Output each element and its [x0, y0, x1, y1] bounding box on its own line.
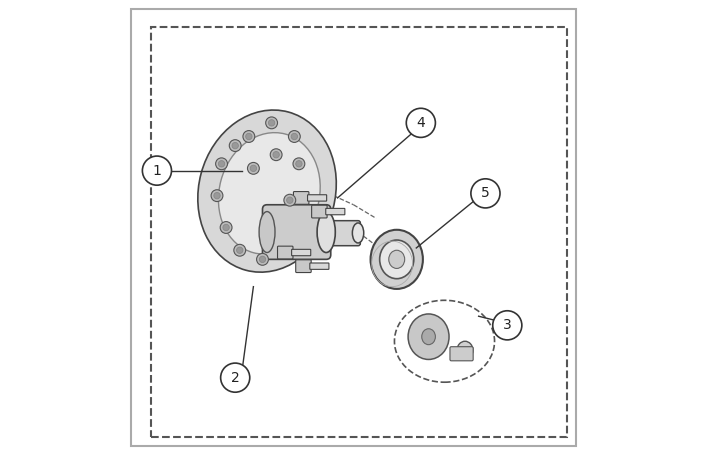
Ellipse shape: [422, 329, 436, 345]
Ellipse shape: [457, 341, 473, 359]
Circle shape: [142, 156, 172, 185]
Circle shape: [259, 256, 266, 263]
FancyBboxPatch shape: [296, 260, 311, 273]
Circle shape: [493, 311, 522, 340]
Circle shape: [270, 149, 282, 161]
Ellipse shape: [198, 110, 337, 272]
FancyBboxPatch shape: [308, 195, 327, 201]
Text: 2: 2: [230, 371, 240, 384]
Ellipse shape: [389, 250, 404, 268]
Circle shape: [218, 161, 225, 167]
Circle shape: [296, 161, 302, 167]
Ellipse shape: [259, 212, 275, 253]
Circle shape: [221, 363, 250, 392]
Text: 3: 3: [503, 318, 512, 332]
Circle shape: [471, 179, 500, 208]
FancyBboxPatch shape: [450, 347, 473, 361]
Circle shape: [232, 142, 238, 149]
Ellipse shape: [380, 240, 414, 278]
FancyBboxPatch shape: [326, 208, 345, 215]
Text: 5: 5: [481, 187, 490, 200]
FancyBboxPatch shape: [324, 221, 361, 246]
FancyBboxPatch shape: [312, 205, 327, 218]
Circle shape: [214, 192, 220, 199]
Ellipse shape: [218, 133, 320, 254]
Circle shape: [243, 131, 255, 142]
Ellipse shape: [352, 223, 363, 243]
FancyBboxPatch shape: [278, 246, 293, 259]
Circle shape: [286, 197, 293, 203]
Circle shape: [216, 158, 228, 170]
Circle shape: [266, 117, 278, 129]
Circle shape: [229, 140, 241, 152]
Text: 4: 4: [416, 116, 425, 130]
Circle shape: [293, 158, 305, 170]
Circle shape: [291, 133, 298, 140]
Circle shape: [288, 131, 300, 142]
Circle shape: [269, 120, 275, 126]
Ellipse shape: [408, 314, 449, 359]
Circle shape: [223, 224, 229, 231]
Circle shape: [245, 133, 252, 140]
Ellipse shape: [317, 212, 335, 253]
Circle shape: [284, 194, 296, 206]
FancyBboxPatch shape: [262, 205, 331, 259]
FancyBboxPatch shape: [310, 263, 329, 269]
Ellipse shape: [370, 230, 423, 289]
FancyBboxPatch shape: [291, 249, 311, 256]
Circle shape: [237, 247, 243, 253]
Circle shape: [211, 190, 223, 202]
Circle shape: [234, 244, 245, 256]
Text: 1: 1: [153, 164, 161, 177]
Circle shape: [273, 152, 279, 158]
Circle shape: [220, 222, 232, 233]
Circle shape: [407, 108, 436, 137]
Circle shape: [247, 162, 259, 174]
FancyBboxPatch shape: [293, 192, 309, 204]
Circle shape: [250, 165, 257, 172]
Circle shape: [257, 253, 269, 265]
